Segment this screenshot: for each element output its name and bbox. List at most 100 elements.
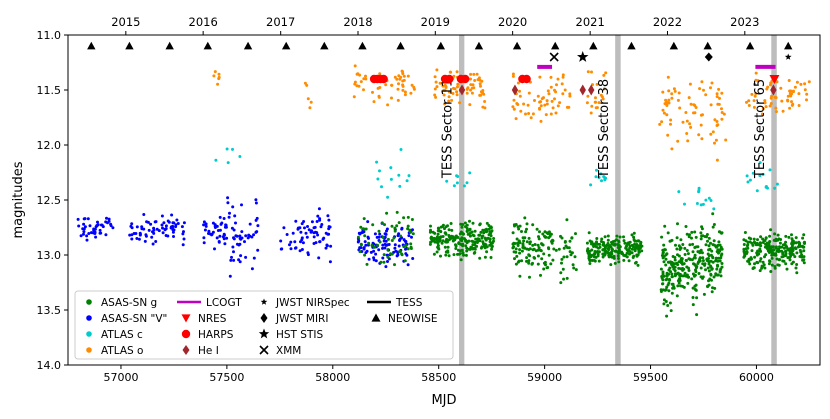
atlas_o-point	[774, 106, 778, 110]
asassn_g-point	[623, 241, 627, 245]
asassn_v-point	[381, 256, 385, 260]
asassn_v-point	[317, 256, 321, 260]
asassn_g-point	[701, 262, 705, 266]
atlas_o-point	[556, 104, 560, 108]
asassn_v-point	[358, 246, 362, 250]
atlas_c-point	[600, 179, 603, 183]
asassn_v-point	[86, 217, 90, 221]
atlas_o-point	[539, 119, 543, 123]
atlas_o-point	[469, 83, 473, 87]
asassn_g-point	[458, 232, 462, 236]
asassn_g-point	[781, 252, 785, 256]
tess-band-1	[459, 35, 465, 365]
asassn_g-point	[432, 239, 436, 243]
asassn_g-point	[565, 255, 569, 259]
asassn_g-point	[611, 240, 615, 244]
asassn_g-point	[711, 212, 715, 216]
asassn_v-point	[252, 233, 256, 237]
asassn_g-point	[667, 272, 671, 276]
neowise-point	[669, 41, 679, 50]
atlas_o-point	[720, 117, 724, 121]
asassn_g-point	[362, 217, 366, 221]
asassn_g-point	[675, 294, 679, 298]
asassn_v-point	[161, 231, 165, 235]
asassn_v-point	[160, 223, 164, 227]
asassn_g-point	[488, 237, 491, 241]
asassn_v-point	[328, 260, 332, 264]
asassn_v-point	[170, 213, 174, 217]
atlas_o-point	[754, 78, 758, 82]
asassn_v-point	[166, 219, 170, 223]
asassn_g-point	[788, 255, 792, 259]
atlas_o-point	[793, 85, 797, 89]
asassn_g-point	[665, 285, 669, 289]
asassn_g-point	[410, 218, 414, 221]
atlas_o-point	[442, 93, 446, 97]
atlas_o-point	[516, 81, 520, 85]
asassn_v-point	[387, 243, 391, 246]
asassn_g-point	[390, 224, 394, 228]
asassn_g-point	[790, 246, 794, 250]
atlas_c-point	[389, 166, 393, 170]
asassn_g-point	[670, 275, 674, 279]
asassn_g-point	[636, 253, 640, 257]
asassn_g-point	[791, 248, 795, 252]
atlas_o-point	[531, 112, 535, 116]
atlas_o-point	[451, 92, 455, 95]
atlas_c-point	[378, 169, 381, 173]
asassn_g-point	[587, 231, 591, 235]
asassn_g-point	[573, 255, 577, 259]
atlas_o-point	[396, 87, 400, 91]
atlas_o-point	[434, 80, 438, 84]
asassn_g-point	[588, 259, 592, 263]
asassn_g-point	[750, 249, 754, 253]
asassn_g-point	[669, 309, 673, 313]
asassn_g-point	[767, 243, 771, 247]
atlas_c-point	[455, 181, 459, 185]
atlas_o-point	[711, 130, 715, 134]
asassn_g-point	[660, 254, 664, 257]
x-tick-label: 60000	[739, 371, 774, 384]
atlas_c-point	[697, 186, 701, 190]
atlas_o-point	[669, 118, 673, 122]
asassn_g-point	[359, 242, 363, 246]
asassn_v-point	[402, 238, 406, 242]
atlas_o-point	[443, 102, 447, 106]
asassn_g-point	[663, 248, 667, 252]
tess-sector-label: TESS Sector 11	[441, 79, 456, 179]
atlas_c-point	[704, 198, 708, 202]
asassn_g-point	[399, 234, 402, 238]
atlas_c-point	[603, 178, 607, 182]
asassn_g-point	[776, 233, 780, 237]
atlas_o-point	[357, 84, 361, 88]
asassn_g-point	[773, 265, 777, 268]
asassn_g-point	[393, 229, 397, 233]
asassn_g-point	[596, 242, 600, 246]
x-tick-label: 58500	[421, 371, 456, 384]
asassn_g-point	[601, 255, 605, 259]
asassn_g-point	[460, 225, 464, 229]
asassn_g-point	[607, 248, 611, 252]
asassn_g-point	[674, 273, 678, 277]
asassn_g-point	[568, 250, 572, 254]
asassn_v-point	[397, 244, 401, 248]
asassn_v-point	[144, 233, 148, 237]
asassn_g-point	[700, 251, 704, 255]
asassn_g-point	[603, 252, 607, 256]
asassn_v-point	[109, 224, 113, 228]
asassn_g-point	[752, 237, 756, 241]
asassn_g-point	[705, 233, 709, 236]
asassn_g-point	[547, 253, 551, 257]
atlas_o-point	[745, 100, 748, 104]
asassn_g-point	[380, 221, 384, 225]
legend-label: XMM	[276, 345, 301, 357]
asassn_g-point	[514, 247, 518, 251]
asassn_g-point	[428, 230, 432, 234]
asassn_g-point	[634, 261, 637, 265]
atlas_o-point	[722, 112, 726, 116]
atlas_o-point	[765, 87, 769, 91]
asassn_g-point	[409, 242, 413, 246]
asassn_g-point	[542, 267, 546, 271]
asassn_v-point	[395, 254, 399, 258]
asassn_v-point	[176, 222, 180, 225]
